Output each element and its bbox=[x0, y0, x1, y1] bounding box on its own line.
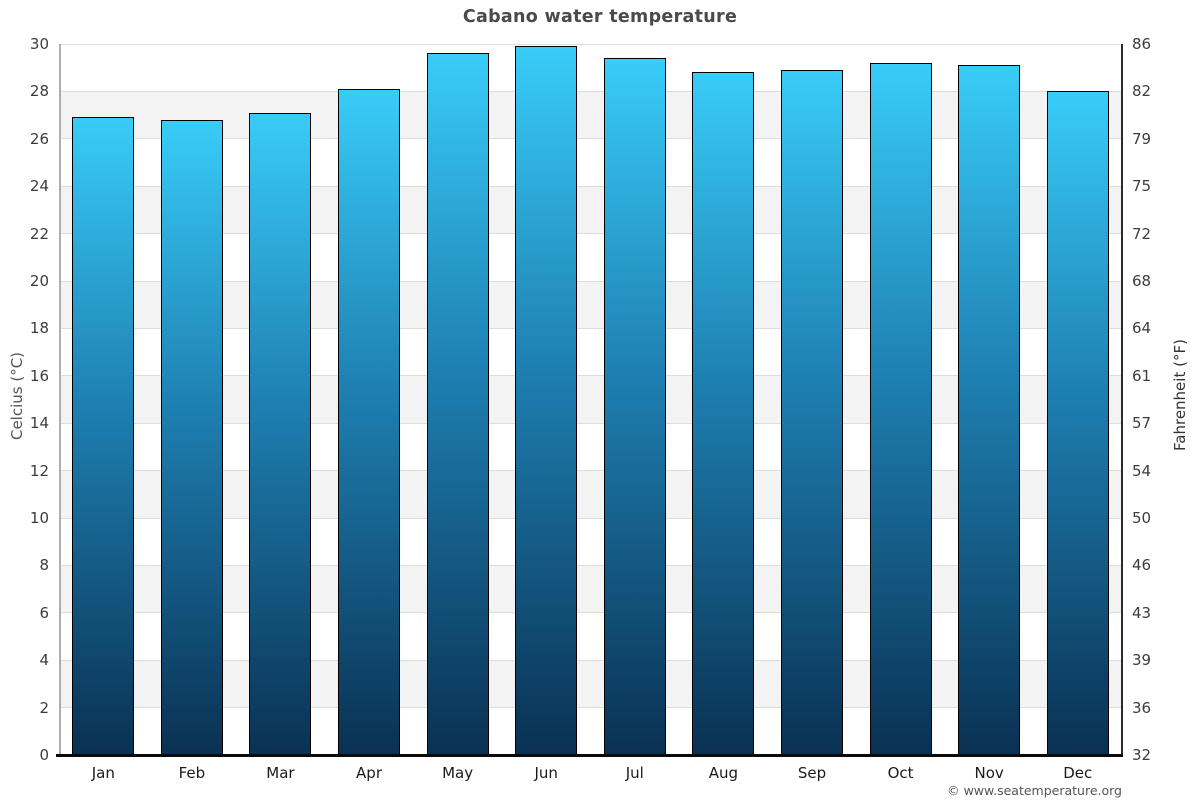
bar-aug[interactable] bbox=[692, 72, 755, 755]
grid-band bbox=[59, 660, 1122, 708]
gridline bbox=[59, 327, 1122, 329]
x-tick-label-feb: Feb bbox=[178, 764, 206, 782]
y-tick-label-fahrenheit: 86 bbox=[1132, 35, 1152, 53]
x-tick-label-sep: Sep bbox=[797, 764, 827, 782]
bar-jun[interactable] bbox=[515, 46, 578, 755]
y-tick-label-celsius: 14 bbox=[29, 414, 49, 433]
y-tick-label-fahrenheit: 54 bbox=[1132, 461, 1152, 480]
y-tick-label-celsius: 20 bbox=[29, 272, 49, 290]
grid-band bbox=[59, 281, 1122, 329]
y-tick-label-fahrenheit: 64 bbox=[1132, 319, 1152, 338]
x-tick-label-may: May bbox=[442, 764, 474, 782]
watermark[interactable]: © www.seatemperature.org bbox=[947, 783, 1122, 798]
y-tick-label-fahrenheit: 75 bbox=[1132, 177, 1152, 196]
x-tick-label-aug: Aug bbox=[708, 764, 739, 782]
gridline bbox=[59, 422, 1122, 424]
grid-band bbox=[59, 91, 1122, 139]
bar-dec[interactable] bbox=[1046, 91, 1109, 755]
bar-nov[interactable] bbox=[958, 65, 1021, 755]
y-tick-label-celsius: 26 bbox=[29, 129, 49, 148]
y-tick-label-fahrenheit: 39 bbox=[1132, 651, 1152, 670]
grid-band bbox=[59, 186, 1122, 234]
x-axis-line bbox=[56, 754, 1123, 757]
x-tick-label-oct: Oct bbox=[887, 764, 914, 782]
y-tick-label-celsius: 22 bbox=[29, 224, 49, 243]
gridline bbox=[59, 470, 1122, 472]
y-tick-label-fahrenheit: 68 bbox=[1132, 272, 1152, 290]
gridline bbox=[59, 90, 1122, 92]
y-tick-label-fahrenheit: 46 bbox=[1132, 556, 1152, 575]
fahrenheit-axis-title: Fahrenheit (°F) bbox=[1171, 339, 1189, 451]
y-tick-label-fahrenheit: 57 bbox=[1132, 414, 1152, 433]
bar-may[interactable] bbox=[426, 53, 489, 755]
grid-band bbox=[59, 565, 1122, 613]
bar-sep[interactable] bbox=[780, 70, 843, 755]
left-axis-spine bbox=[59, 44, 61, 755]
grid-band bbox=[59, 707, 1122, 755]
y-tick-label-fahrenheit: 43 bbox=[1132, 603, 1152, 622]
right-axis-spine bbox=[1121, 44, 1123, 756]
grid-band bbox=[59, 518, 1122, 566]
gridline bbox=[59, 659, 1122, 661]
x-tick-label-mar: Mar bbox=[266, 764, 295, 782]
gridline bbox=[59, 233, 1122, 235]
y-tick-label-celsius: 16 bbox=[29, 366, 49, 385]
grid-band bbox=[59, 423, 1122, 471]
chart-title: Cabano water temperature bbox=[462, 7, 738, 27]
y-tick-label-celsius: 6 bbox=[39, 603, 49, 622]
grid-band bbox=[59, 328, 1122, 376]
y-tick-label-fahrenheit: 32 bbox=[1132, 746, 1152, 764]
y-tick-label-celsius: 12 bbox=[29, 461, 49, 480]
bar-feb[interactable] bbox=[160, 119, 223, 755]
y-tick-label-celsius: 4 bbox=[39, 651, 49, 670]
y-tick-label-fahrenheit: 50 bbox=[1132, 509, 1152, 527]
gridline bbox=[59, 517, 1122, 519]
bar-oct[interactable] bbox=[869, 62, 932, 755]
y-tick-label-fahrenheit: 82 bbox=[1132, 82, 1152, 101]
bar-jan[interactable] bbox=[72, 117, 135, 755]
y-tick-label-celsius: 2 bbox=[39, 698, 49, 717]
grid-band bbox=[59, 375, 1122, 424]
x-tick-label-jan: Jan bbox=[91, 764, 115, 782]
bar-apr[interactable] bbox=[338, 89, 401, 755]
gridline bbox=[59, 280, 1122, 282]
gridline bbox=[59, 375, 1122, 377]
grid-band bbox=[59, 470, 1122, 518]
bar-mar[interactable] bbox=[249, 112, 312, 755]
grid-band bbox=[59, 233, 1122, 281]
y-tick-label-celsius: 0 bbox=[39, 746, 49, 764]
x-tick-label-nov: Nov bbox=[974, 764, 1004, 782]
y-tick-label-celsius: 10 bbox=[29, 509, 49, 527]
y-tick-label-fahrenheit: 79 bbox=[1132, 129, 1152, 148]
x-tick-label-dec: Dec bbox=[1063, 764, 1093, 782]
y-tick-label-celsius: 18 bbox=[29, 319, 49, 338]
gridline bbox=[59, 138, 1122, 140]
y-tick-label-fahrenheit: 72 bbox=[1132, 224, 1152, 243]
grid-band bbox=[59, 138, 1122, 187]
x-tick-label-jun: Jun bbox=[534, 764, 558, 782]
y-tick-label-celsius: 8 bbox=[39, 556, 49, 575]
y-tick-label-celsius: 30 bbox=[29, 35, 49, 53]
gridline bbox=[59, 564, 1122, 566]
gridline bbox=[59, 185, 1122, 187]
grid-band bbox=[59, 612, 1122, 661]
y-tick-label-celsius: 28 bbox=[29, 82, 49, 101]
bar-jul[interactable] bbox=[603, 58, 666, 755]
x-tick-label-apr: Apr bbox=[356, 764, 382, 782]
grid-band bbox=[59, 44, 1122, 92]
celsius-axis-title: Celcius (°C) bbox=[8, 351, 26, 441]
gridline bbox=[59, 612, 1122, 614]
y-tick-label-fahrenheit: 61 bbox=[1132, 366, 1152, 385]
x-tick-label-jul: Jul bbox=[625, 764, 644, 782]
gridline bbox=[59, 707, 1122, 709]
y-tick-label-fahrenheit: 36 bbox=[1132, 698, 1152, 717]
gridline bbox=[59, 43, 1122, 45]
y-tick-label-celsius: 24 bbox=[29, 177, 49, 196]
